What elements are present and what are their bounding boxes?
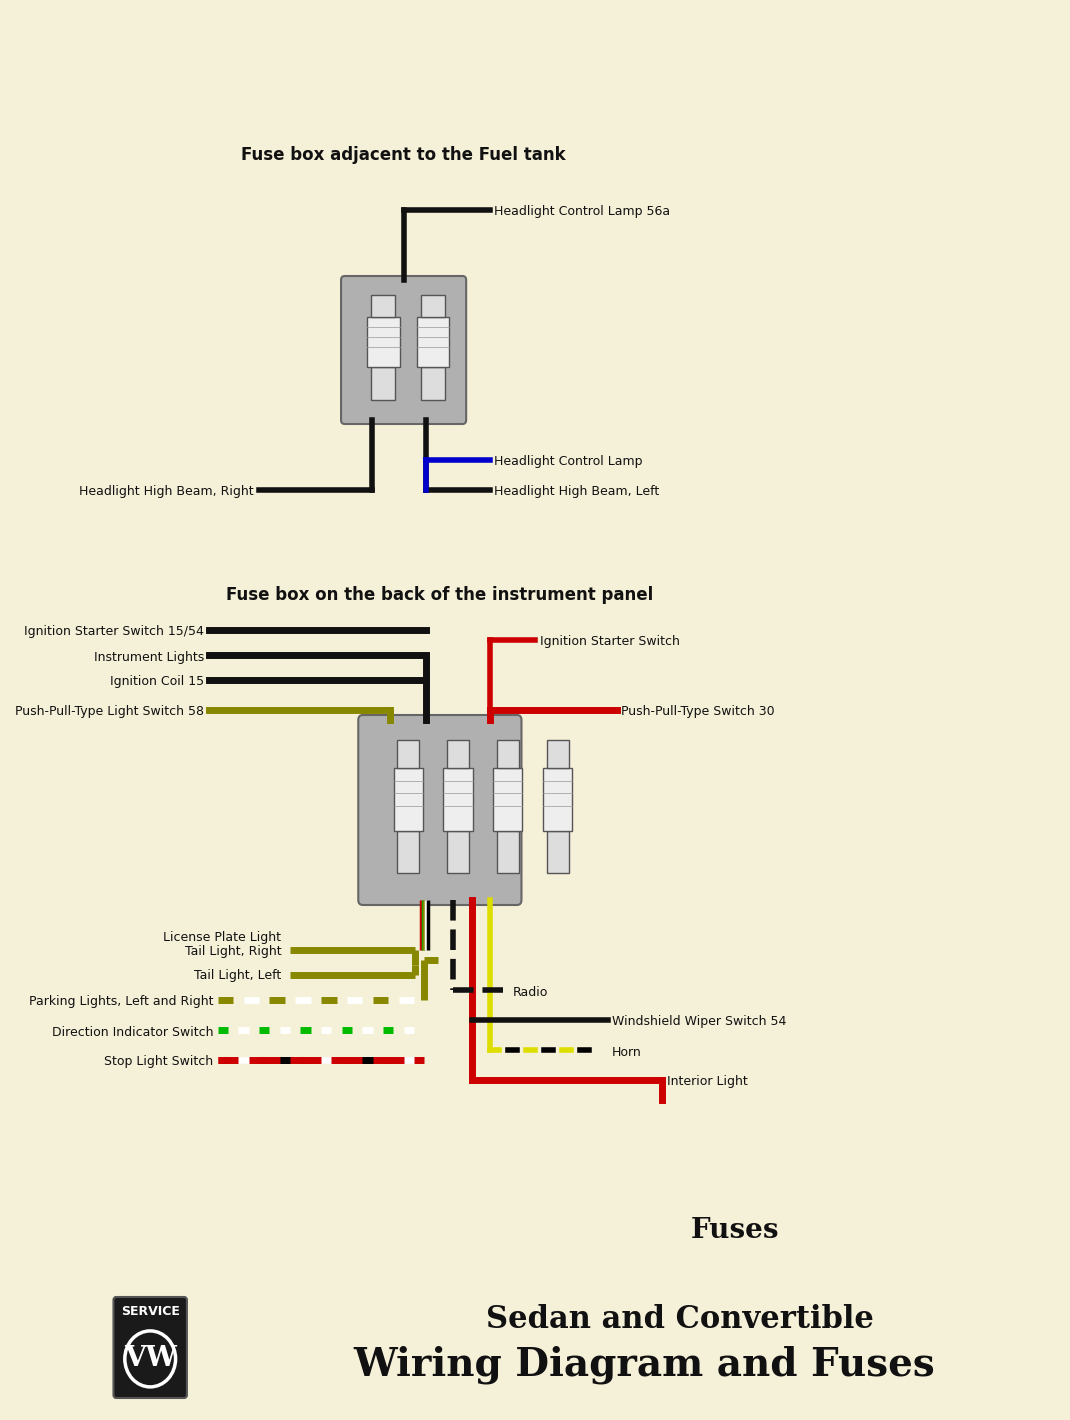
Bar <box>397 740 419 768</box>
Text: Ignition Coil 15: Ignition Coil 15 <box>110 676 204 689</box>
Text: Parking Lights, Left and Right: Parking Lights, Left and Right <box>29 995 213 1008</box>
Text: Fuse box on the back of the instrument panel: Fuse box on the back of the instrument p… <box>226 586 654 603</box>
Bar <box>421 366 445 399</box>
Bar <box>544 768 572 831</box>
Bar <box>493 768 522 831</box>
Bar <box>447 831 469 873</box>
FancyBboxPatch shape <box>341 275 467 425</box>
Text: VW: VW <box>124 1345 177 1372</box>
Text: Headlight High Beam, Left: Headlight High Beam, Left <box>494 486 659 498</box>
Bar <box>421 295 445 317</box>
Text: Push-Pull-Type Switch 30: Push-Pull-Type Switch 30 <box>622 706 775 719</box>
Text: Tail Light, Left: Tail Light, Left <box>194 970 281 983</box>
Text: Ignition Starter Switch: Ignition Starter Switch <box>539 636 679 649</box>
Text: Ignition Starter Switch 15/54: Ignition Starter Switch 15/54 <box>25 625 204 639</box>
Text: SERVICE: SERVICE <box>121 1305 180 1318</box>
Text: Stop Light Switch: Stop Light Switch <box>104 1055 213 1068</box>
Text: Horn: Horn <box>612 1045 642 1058</box>
Bar <box>443 768 473 831</box>
Text: Headlight High Beam, Right: Headlight High Beam, Right <box>79 486 254 498</box>
Bar <box>371 366 396 399</box>
FancyBboxPatch shape <box>113 1296 187 1399</box>
Bar <box>416 317 449 366</box>
Text: Interior Light: Interior Light <box>667 1075 747 1089</box>
Bar <box>367 317 399 366</box>
FancyBboxPatch shape <box>358 716 521 905</box>
Text: Tail Light, Right: Tail Light, Right <box>185 946 281 958</box>
Text: Push-Pull-Type Light Switch 58: Push-Pull-Type Light Switch 58 <box>15 706 204 719</box>
Bar <box>547 831 568 873</box>
Bar <box>371 295 396 317</box>
Text: Wiring Diagram and Fuses: Wiring Diagram and Fuses <box>353 1346 935 1384</box>
Text: Fuses: Fuses <box>690 1217 779 1244</box>
Text: License Plate Light: License Plate Light <box>164 932 281 944</box>
Text: Fuse box adjacent to the Fuel tank: Fuse box adjacent to the Fuel tank <box>242 146 566 163</box>
Text: Direction Indicator Switch: Direction Indicator Switch <box>51 1025 213 1038</box>
Text: Sedan and Convertible: Sedan and Convertible <box>486 1305 874 1335</box>
Bar <box>547 740 568 768</box>
Bar <box>496 831 519 873</box>
Bar <box>447 740 469 768</box>
Bar <box>496 740 519 768</box>
Text: Windshield Wiper Switch 54: Windshield Wiper Switch 54 <box>612 1015 786 1028</box>
Text: Headlight Control Lamp 56a: Headlight Control Lamp 56a <box>494 206 671 219</box>
Text: Headlight Control Lamp: Headlight Control Lamp <box>494 456 643 469</box>
Bar <box>394 768 423 831</box>
Text: Instrument Lights: Instrument Lights <box>94 650 204 663</box>
Text: Radio: Radio <box>513 985 548 998</box>
Bar <box>397 831 419 873</box>
